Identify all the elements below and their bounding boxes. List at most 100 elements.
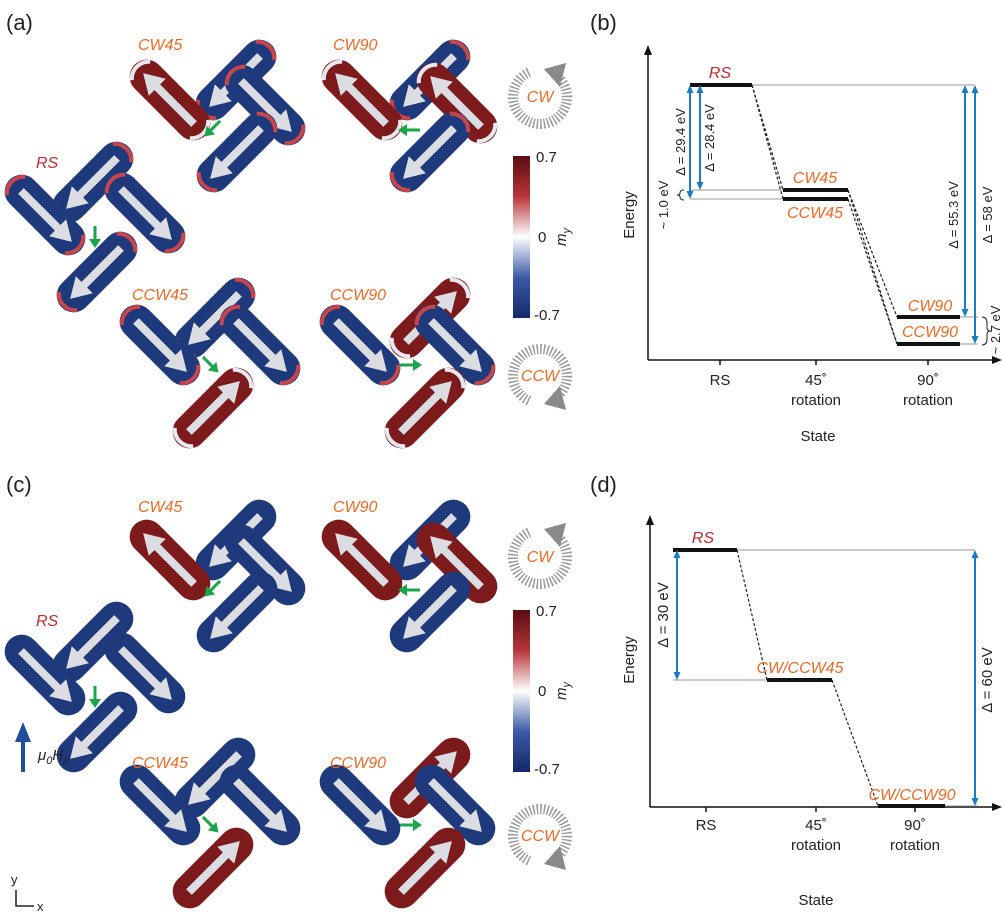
magnet-edge: [381, 119, 403, 141]
gap-arrow-head: [971, 798, 979, 806]
magnet-arrow-head: [210, 616, 233, 639]
magnet-arrow: [80, 245, 124, 289]
magnet-edge: [319, 304, 341, 326]
brace: [981, 316, 992, 346]
magnet-arrow-head: [459, 809, 482, 832]
axis-head: [646, 515, 654, 525]
magnet-arrow: [198, 291, 242, 335]
magnet-arrow-head: [403, 616, 426, 639]
magnet-arrow: [345, 543, 389, 587]
state-label: CW90: [333, 37, 378, 54]
magnet-arrow-head: [66, 646, 89, 669]
colorbar-title: my: [553, 227, 573, 247]
nanomagnet: [384, 827, 466, 909]
arrow-head: [204, 585, 216, 597]
rotation-label: CCW: [521, 828, 561, 845]
colorbar: [513, 156, 530, 318]
arrow-head: [207, 821, 219, 833]
axis-title: Energy: [621, 191, 638, 239]
transition-arrow: [89, 686, 101, 708]
transition-line: [831, 679, 879, 807]
gap-label: Δ = 30 eV: [655, 582, 672, 648]
magnet-edge: [172, 427, 194, 449]
state-label: CW45: [138, 37, 183, 54]
magnet-edge: [389, 337, 411, 359]
magnet-arrow: [398, 391, 442, 435]
magnet-arrow-head: [430, 76, 453, 99]
rotation-ring: [508, 344, 572, 407]
nanomagnet: [414, 764, 496, 846]
magnet-arrow-head: [66, 186, 89, 209]
symbol: m: [553, 688, 570, 701]
nanomagnet: [196, 111, 278, 193]
level-label: CW/CCW90: [868, 787, 955, 804]
nanomagnet: [416, 522, 498, 604]
symbol: m: [553, 234, 570, 247]
axis-head: [992, 356, 1002, 364]
arrow-shaft: [201, 355, 215, 369]
gap-arrow-head: [696, 182, 704, 190]
magnet-arrow-head: [164, 349, 187, 372]
magnet-arrow: [413, 125, 457, 169]
layer: [4, 39, 1002, 909]
magnet-edge: [119, 304, 141, 326]
arrow-head: [398, 584, 407, 596]
magnet-arrow-head: [49, 679, 72, 702]
subscript: 0: [46, 755, 53, 767]
arrow-head: [398, 124, 407, 136]
level-label: CW90: [908, 298, 953, 315]
magnet-arrow-head: [217, 381, 240, 404]
field-arrow-head: [15, 722, 31, 742]
gap-arrow-head: [686, 85, 694, 93]
state-label: CCW45: [132, 755, 188, 772]
gap-arrow-head: [961, 309, 969, 317]
nanomagnet: [389, 111, 471, 193]
rotation-head: [544, 523, 566, 547]
magnet-arrow: [428, 778, 472, 822]
nanomagnet: [321, 519, 403, 601]
state-label: CCW45: [132, 287, 188, 304]
x-tick-label: rotation: [791, 392, 841, 409]
magnet-arrow: [133, 318, 177, 362]
gap-arrow-head: [971, 85, 979, 93]
axis-title: State: [800, 428, 835, 445]
transition-line: [751, 84, 784, 191]
magnet-arrow-head: [164, 809, 187, 832]
magnet-arrow: [153, 543, 197, 587]
gap-label: ~ 1.0 eV: [656, 180, 671, 229]
nanomagnet: [196, 571, 278, 653]
magnet-arrow: [118, 646, 162, 690]
magnet-arrow-head: [264, 349, 287, 372]
arrow-shaft: [208, 579, 222, 593]
magnet-arrow-head: [209, 84, 232, 107]
gap-arrow-head: [971, 336, 979, 344]
colorbar-label: 0.7: [536, 603, 557, 620]
transition-arrow: [400, 819, 422, 831]
transition-line: [847, 198, 898, 345]
nanomagnet: [319, 764, 401, 846]
magnet-arrow: [440, 546, 484, 590]
level-label: RS: [692, 530, 715, 547]
gap-label: Δ = 28.4 eV: [702, 104, 717, 172]
magnet-edge: [449, 39, 471, 61]
nanomagnet: [174, 737, 256, 819]
rotation-head: [544, 63, 566, 87]
symbol: H: [52, 747, 63, 764]
transition-arrow: [398, 124, 420, 136]
magnet-arrow-head: [70, 736, 93, 759]
nanomagnet: [52, 601, 134, 683]
magnet-edge: [414, 304, 436, 326]
nanomagnet: [384, 367, 466, 449]
gap-label: Δ = 60 eV: [979, 647, 996, 713]
magnet-edge: [219, 304, 241, 326]
nanomagnet: [224, 64, 306, 146]
magnet-edge: [284, 124, 306, 146]
magnet-edge: [4, 174, 26, 196]
nanomagnet: [119, 764, 201, 846]
magnet-arrow-head: [210, 156, 233, 179]
magnet-arrow: [428, 318, 472, 362]
gap-arrow-head: [961, 85, 969, 93]
panel-label: (a): [6, 10, 33, 35]
magnet-arrow-head: [434, 291, 457, 314]
